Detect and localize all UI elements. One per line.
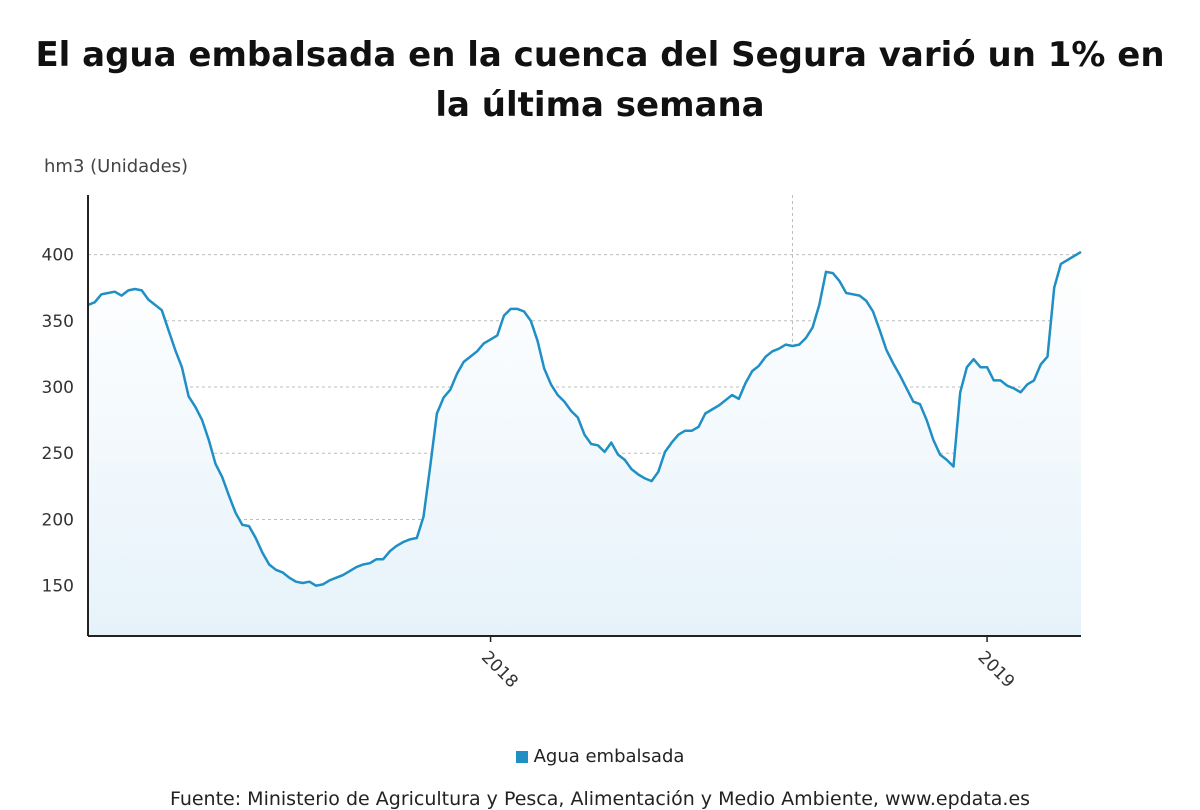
- y-axis-label: hm3 (Unidades): [44, 156, 189, 177]
- y-tick-label: 200: [42, 510, 74, 530]
- y-tick-label: 400: [42, 246, 74, 266]
- series-area: [87, 250, 1082, 636]
- area-fill: [88, 251, 1081, 636]
- legend: Agua embalsada: [0, 746, 1200, 767]
- x-tick-labels: 20182019Semana ?: [477, 636, 1019, 692]
- axes: [87, 195, 1081, 637]
- y-tick-label: 300: [42, 378, 74, 398]
- x-tick-label: 2018: [477, 647, 522, 692]
- x-tick-label: 2019: [974, 647, 1019, 692]
- series-line: [87, 250, 1082, 587]
- y-tick-label: 350: [42, 312, 74, 332]
- y-tick-label: 150: [42, 577, 74, 597]
- y-tick-label: 250: [42, 444, 74, 464]
- chart-title: El agua embalsada en la cuenca del Segur…: [35, 35, 1165, 125]
- source-note: Fuente: Ministerio de Agricultura y Pesc…: [169, 788, 1031, 810]
- y-tick-labels: 150 200 250 300 350 400: [42, 246, 74, 597]
- legend-label: Agua embalsada: [533, 746, 685, 767]
- legend-swatch: [515, 751, 528, 763]
